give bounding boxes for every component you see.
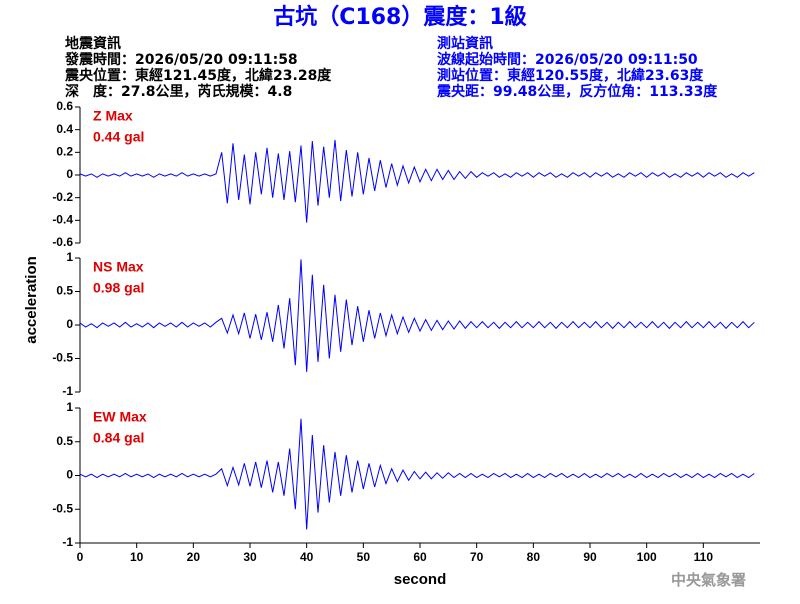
waveform: [79, 259, 755, 372]
y-tick-label: 0: [66, 317, 73, 331]
y-tick-label: 1: [66, 400, 73, 414]
footer: 中央氣象署: [671, 571, 746, 589]
y-tick-label: -1: [62, 384, 73, 398]
annotation: 0.98 gal: [93, 280, 144, 296]
y-axis-label: acceleration: [23, 256, 40, 344]
annotation: EW Max: [93, 409, 147, 425]
x-tick-label: 70: [470, 550, 484, 564]
y-tick-label: 0.5: [56, 434, 73, 448]
annotation: 0.84 gal: [93, 430, 144, 446]
x-tick-label: 50: [357, 550, 371, 564]
x-tick-label: 40: [300, 550, 314, 564]
y-tick-label: -0.6: [52, 235, 73, 249]
y-tick-label: -1: [62, 535, 73, 549]
x-tick-label: 20: [187, 550, 201, 564]
chart-title: 古坑（C168）震度：1級: [273, 4, 526, 30]
y-tick-label: -0.4: [52, 213, 73, 227]
x-tick-label: 0: [77, 550, 84, 564]
y-tick-label: -0.2: [52, 190, 73, 204]
x-tick-label: 100: [637, 550, 657, 564]
y-tick-label: 0: [66, 167, 73, 181]
info-line: 波線起始時間：2026/05/20 09:11:50: [437, 51, 698, 68]
x-tick-label: 80: [527, 550, 541, 564]
info-line: 深 度：27.8公里，芮氏規模：4.8: [65, 83, 292, 100]
y-tick-label: -0.5: [52, 351, 73, 365]
y-tick-label: 1: [66, 250, 73, 264]
x-tick-label: 110: [694, 550, 714, 564]
x-tick-label: 10: [130, 550, 144, 564]
info-line: 地震資訊: [65, 35, 121, 52]
info-line: 震央距：99.48公里，反方位角：113.33度: [436, 83, 718, 100]
y-tick-label: 0.6: [56, 99, 73, 113]
waveform: [79, 139, 755, 223]
x-tick-label: 90: [583, 550, 597, 564]
info-line: 震央位置：東經121.45度，北緯23.28度: [64, 67, 332, 84]
y-tick-label: 0: [66, 468, 73, 482]
annotation: 0.44 gal: [93, 129, 144, 145]
info-line: 測站位置：東經120.55度，北緯23.63度: [437, 67, 704, 84]
y-tick-label: 0.2: [56, 145, 73, 159]
y-tick-label: 0.5: [56, 284, 73, 298]
x-tick-label: 60: [413, 550, 427, 564]
x-axis-label: second: [394, 571, 447, 588]
waveform: [79, 418, 755, 530]
info-line: 測站資訊: [437, 35, 493, 52]
info-line: 發震時間：2026/05/20 09:11:58: [64, 51, 298, 68]
x-tick-label: 30: [243, 550, 257, 564]
annotation: NS Max: [93, 259, 144, 275]
y-tick-label: -0.5: [52, 501, 73, 515]
annotation: Z Max: [93, 108, 133, 124]
y-tick-label: 0.4: [56, 122, 73, 136]
